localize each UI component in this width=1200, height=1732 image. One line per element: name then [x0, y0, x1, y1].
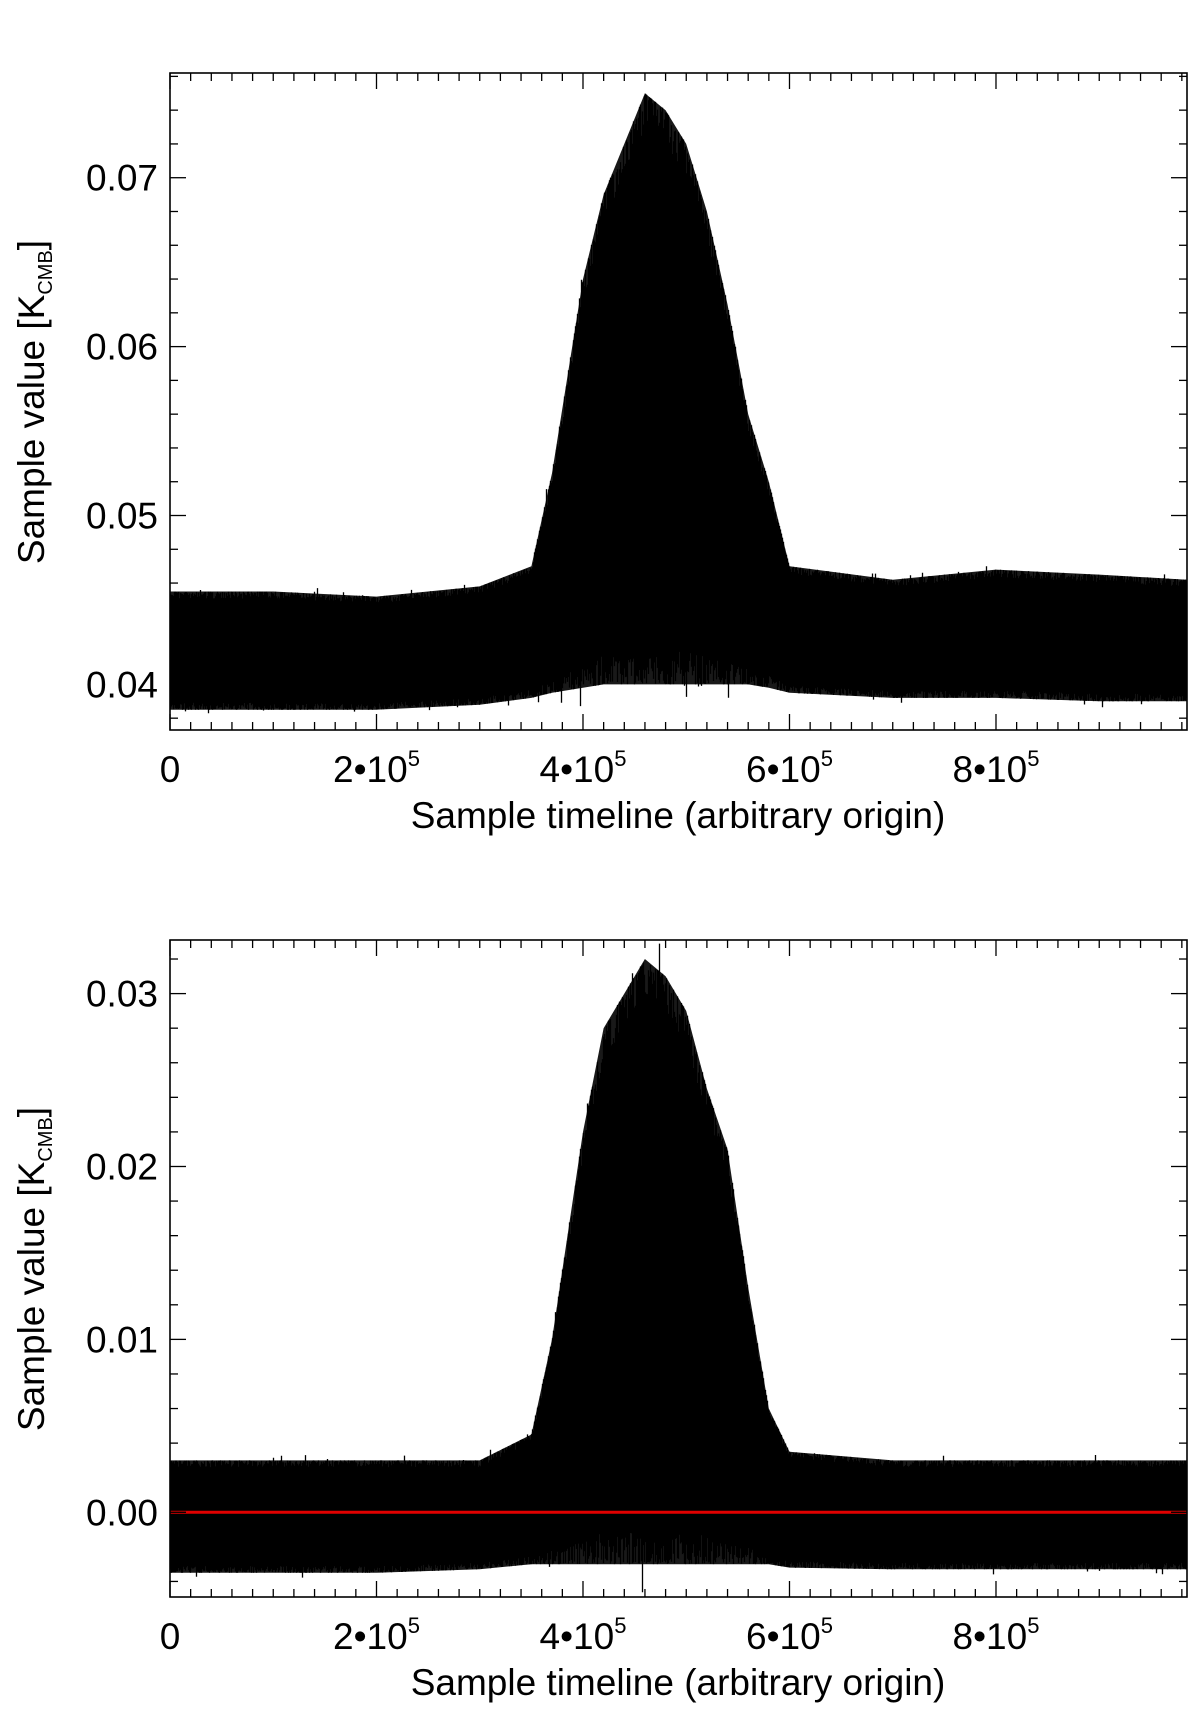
top-y-tick-label: 0.07 — [86, 158, 158, 199]
top-x-tick-label: 2•105 — [333, 746, 420, 790]
top-series-0 — [170, 93, 1187, 714]
bottom-x-tick-label: 0 — [160, 1616, 181, 1657]
top-y-tick-labels: 0.04 0.05 0.06 0.07 — [86, 158, 158, 706]
top-y-axis-label: Sample value [KCMB] — [11, 240, 57, 564]
bottom-x-tick-labels: 0 2•105 4•105 6•105 8•105 — [160, 1613, 1040, 1657]
top-x-axis-label: Sample timeline (arbitrary origin) — [411, 795, 946, 836]
bottom-y-tick-label: 0.02 — [86, 1146, 158, 1187]
bottom-tick-marks — [169, 940, 1187, 1597]
top-x-tick-label: 6•105 — [746, 746, 833, 790]
bottom-y-tick-label: 0.00 — [86, 1492, 158, 1533]
bottom-y-tick-labels: 0.00 0.01 0.02 0.03 — [86, 974, 158, 1534]
bottom-x-tick-label: 6•105 — [746, 1613, 833, 1657]
bottom-plot-frame — [169, 939, 1188, 1598]
bottom-x-tick-label: 2•105 — [333, 1613, 420, 1657]
top-plot-frame — [169, 72, 1188, 731]
top-y-axis-label-subscript: CMB — [35, 250, 57, 294]
top-x-tick-label: 8•105 — [953, 746, 1040, 790]
top-y-tick-label: 0.06 — [86, 327, 158, 368]
top-y-tick-label: 0.04 — [86, 664, 158, 705]
top-y-tick-label: 0.05 — [86, 496, 158, 537]
bottom-y-tick-label: 0.01 — [86, 1319, 158, 1360]
bottom-y-axis-label: Sample value [KCMB] — [11, 1107, 57, 1431]
top-x-tick-label: 0 — [160, 749, 181, 790]
top-series-0-envelope — [170, 93, 1187, 710]
top-chart-panel: 0.04 0.05 0.06 0.07 0 2•105 4•105 6•105 8•105 S… — [11, 72, 1188, 836]
bottom-signal-band — [170, 943, 1187, 1593]
bottom-x-tick-label: 8•105 — [953, 1613, 1040, 1657]
bottom-y-axis-label-subscript: CMB — [35, 1117, 57, 1161]
bottom-series-0 — [170, 943, 1187, 1593]
bottom-x-tick-label: 4•105 — [540, 1613, 627, 1657]
top-x-tick-label: 4•105 — [540, 746, 627, 790]
bottom-series-0-envelope — [170, 959, 1187, 1573]
bottom-x-axis-label: Sample timeline (arbitrary origin) — [411, 1662, 946, 1703]
bottom-chart-panel: 0.00 0.01 0.02 0.03 0 2•105 4•105 6•105 8•105 S… — [11, 939, 1188, 1703]
top-x-tick-labels: 0 2•105 4•105 6•105 8•105 — [160, 746, 1040, 790]
top-tick-marks — [169, 73, 1187, 730]
bottom-y-tick-label: 0.03 — [86, 974, 158, 1015]
top-signal-band — [170, 93, 1187, 714]
